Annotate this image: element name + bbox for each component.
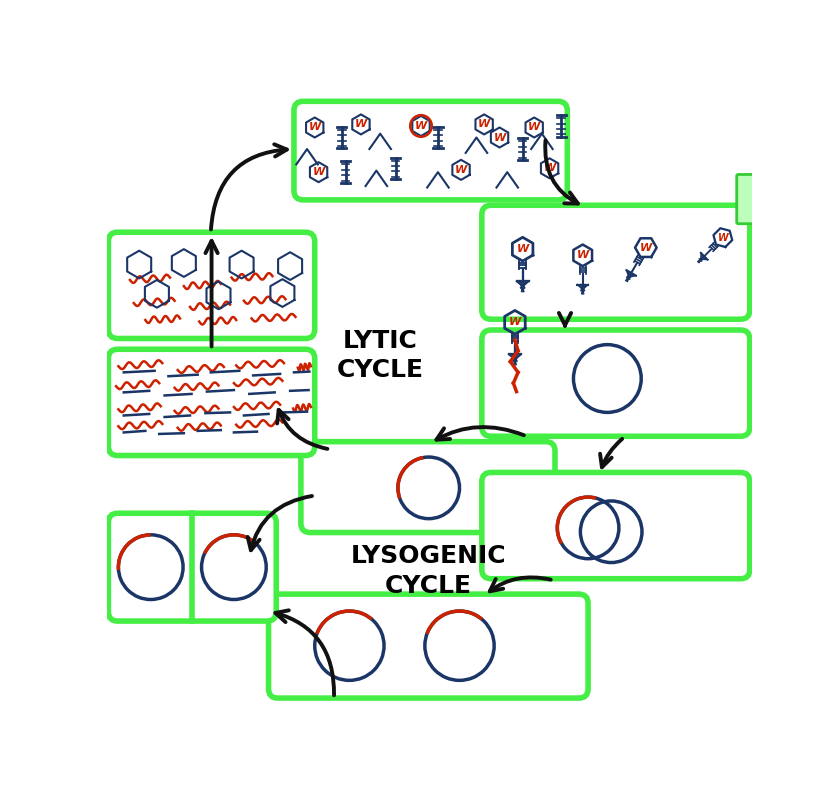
Text: W: W [516,244,529,255]
Text: LYSOGENIC
CYCLE: LYSOGENIC CYCLE [351,544,506,598]
FancyBboxPatch shape [301,442,555,533]
Text: W: W [308,122,321,132]
Text: W: W [455,165,467,174]
FancyBboxPatch shape [108,232,315,339]
Text: W: W [313,167,324,177]
FancyBboxPatch shape [482,205,750,320]
FancyBboxPatch shape [268,594,588,698]
FancyBboxPatch shape [482,473,750,579]
Text: W: W [639,243,652,253]
FancyBboxPatch shape [737,174,753,224]
FancyBboxPatch shape [108,349,315,455]
FancyBboxPatch shape [482,330,750,436]
Text: W: W [577,251,589,260]
FancyBboxPatch shape [294,102,567,200]
Text: W: W [717,232,728,243]
Text: LYTIC
CYCLE: LYTIC CYCLE [337,328,424,382]
Text: W: W [509,317,521,328]
FancyBboxPatch shape [108,513,277,621]
Text: W: W [528,122,541,132]
Text: W: W [544,163,556,174]
Text: W: W [415,121,427,131]
Text: W: W [478,120,490,129]
Text: W: W [354,120,367,129]
Text: W: W [494,132,505,143]
